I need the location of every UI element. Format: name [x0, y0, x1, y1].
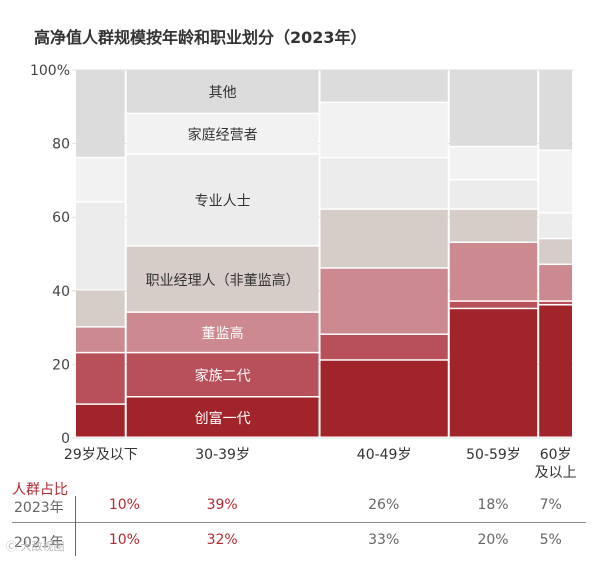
x-tick-label: 29岁及以下: [64, 447, 138, 463]
share-value: 39%: [206, 497, 238, 513]
segment-0-col-2: [320, 360, 448, 437]
segment-6-col-0: [76, 70, 125, 157]
y-tick-label: 100%: [30, 63, 70, 79]
segment-5-col-3: [449, 147, 538, 179]
segment-0-col-0: [76, 404, 125, 437]
watermark: Ⓒ 大敌视图: [6, 540, 65, 553]
segment-3-col-0: [76, 290, 125, 327]
segment-0-col-4: [539, 305, 572, 437]
segment-2-col-4: [539, 265, 572, 301]
segment-1-col-3: [449, 301, 538, 308]
segment-1-col-2: [320, 334, 448, 360]
share-value: 7%: [539, 497, 562, 513]
year-label: 2023年: [14, 500, 64, 516]
y-tick-label: 40: [52, 284, 70, 300]
segment-5-col-0: [76, 158, 125, 201]
x-tick-label: 60岁: [540, 447, 572, 463]
table-divider: [12, 522, 586, 523]
segment-2-col-3: [449, 242, 538, 301]
segment-3-col-4: [539, 239, 572, 264]
segment-1-col-4: [539, 301, 572, 305]
segment-labels: 创富一代 家族二代 董监高 职业经理人（非董监高） 专业人士 家庭经营者 其他: [146, 85, 300, 427]
segment-1-col-1: [126, 353, 319, 397]
segment-label: 董监高: [202, 325, 244, 342]
segment-4-col-3: [449, 180, 538, 209]
segment-6-col-2: [320, 70, 448, 102]
segment-4-col-0: [76, 202, 125, 290]
chart-title: 高净值人群规模按年龄和职业划分（2023年）: [34, 28, 367, 47]
segment-3-col-1: [126, 246, 319, 312]
x-tick-label: 及以上: [535, 465, 577, 481]
segment-5-col-2: [320, 103, 448, 157]
y-tick-label: 60: [52, 210, 70, 226]
segment-2-col-2: [320, 268, 448, 334]
segment-label: 职业经理人（非董监高）: [146, 272, 300, 289]
y-tick-label: 0: [61, 431, 70, 447]
segment-0-col-3: [449, 309, 538, 437]
share-value: 10%: [108, 532, 140, 548]
y-tick-label: 80: [52, 137, 70, 153]
share-value: 33%: [368, 532, 400, 548]
share-value: 5%: [539, 532, 562, 548]
year-label: 2021年: [14, 535, 64, 551]
segment-label: 创富一代: [195, 410, 251, 427]
y-tick-label: 20: [52, 357, 70, 373]
segment-4-col-1: [126, 154, 319, 246]
segment-4-col-4: [539, 213, 572, 238]
y-axis: 0 20 40 60 80 100%: [30, 63, 70, 447]
segment-1-col-0: [76, 353, 125, 404]
year-divider: [75, 496, 76, 556]
segment-label: 其他: [209, 85, 237, 101]
segment-label: 家族二代: [195, 367, 251, 384]
chart-segments: [76, 70, 572, 437]
segment-label: 专业人士: [195, 194, 251, 210]
segment-3-col-3: [449, 209, 538, 242]
share-value: 26%: [368, 497, 400, 513]
segment-2-col-0: [76, 327, 125, 352]
share-value: 20%: [477, 532, 509, 548]
segment-6-col-4: [539, 70, 572, 150]
segment-4-col-2: [320, 158, 448, 209]
segment-5-col-1: [126, 114, 319, 154]
segment-2-col-1: [126, 312, 319, 352]
segment-6-col-1: [126, 70, 319, 113]
segment-label: 家庭经营者: [188, 126, 258, 143]
x-tick-label: 50-59岁: [466, 447, 521, 463]
share-value: 32%: [206, 532, 238, 548]
segment-5-col-4: [539, 150, 572, 213]
segment-0-col-1: [126, 397, 319, 437]
share-value: 10%: [108, 497, 140, 513]
share-value: 18%: [477, 497, 509, 513]
x-tick-label: 30-39岁: [195, 447, 250, 463]
segment-3-col-2: [320, 209, 448, 268]
segment-6-col-3: [449, 70, 538, 146]
table-header: 人群占比: [12, 482, 68, 498]
x-tick-label: 40-49岁: [357, 447, 412, 463]
